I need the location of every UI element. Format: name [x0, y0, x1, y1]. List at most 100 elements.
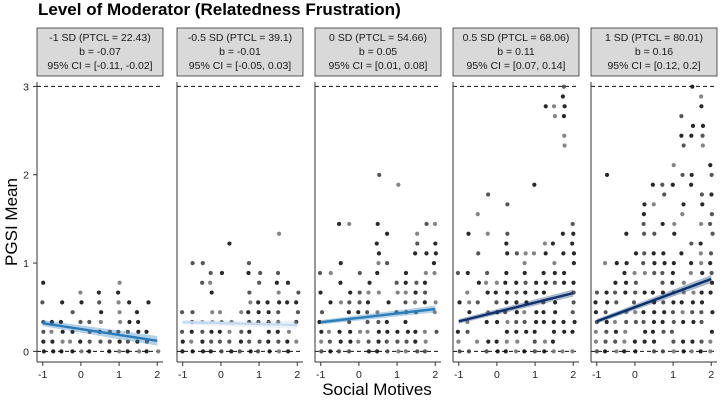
data-point: [493, 290, 498, 295]
strip-header: [314, 27, 442, 77]
y-axis-title: PGSI Mean: [2, 178, 21, 266]
data-point: [570, 349, 575, 354]
data-point: [146, 300, 151, 305]
data-point: [257, 280, 262, 285]
data-point: [505, 231, 510, 236]
x-tick-label: -1: [454, 369, 463, 381]
data-point: [485, 231, 490, 236]
data-point: [680, 172, 685, 178]
data-point: [689, 182, 694, 187]
data-point: [208, 270, 213, 276]
data-point: [709, 172, 714, 178]
data-point: [117, 310, 122, 315]
data-point: [486, 339, 491, 344]
data-point: [513, 349, 519, 354]
data-point: [116, 329, 121, 334]
data-point: [465, 329, 470, 334]
data-point: [276, 231, 282, 236]
data-point: [623, 290, 628, 295]
data-point: [709, 280, 715, 285]
data-point: [60, 300, 65, 305]
data-point: [457, 349, 462, 354]
data-point: [641, 319, 646, 325]
data-point: [277, 300, 282, 305]
data-point: [570, 221, 575, 227]
data-point: [365, 329, 370, 334]
data-point: [125, 329, 130, 334]
data-point: [571, 261, 576, 266]
data-point: [593, 329, 598, 334]
data-point: [633, 290, 638, 295]
data-point: [699, 319, 704, 325]
data-point: [494, 339, 499, 344]
data-point: [476, 251, 481, 256]
strip-label: b = 0.16: [635, 46, 673, 58]
data-point: [107, 349, 112, 354]
data-point: [144, 329, 149, 334]
data-point: [699, 221, 704, 227]
data-point: [708, 261, 713, 266]
strip-label: b = 0.11: [497, 46, 535, 58]
data-point: [662, 192, 667, 197]
data-point: [376, 251, 382, 256]
data-point: [246, 310, 251, 315]
data-point: [285, 300, 290, 305]
data-point: [455, 329, 460, 334]
data-point: [276, 339, 281, 344]
data-point: [70, 329, 75, 334]
data-point: [613, 280, 618, 285]
data-point: [208, 280, 213, 285]
y-tick-label: 2: [23, 170, 29, 182]
data-point: [247, 329, 252, 334]
data-point: [433, 300, 438, 305]
data-point: [87, 349, 92, 354]
data-point: [412, 300, 418, 305]
data-point: [709, 212, 715, 217]
data-point: [552, 270, 557, 276]
data-point: [219, 349, 224, 354]
data-point: [681, 290, 686, 295]
strip-label: 0 SD (PTCL = 54.66): [329, 32, 427, 44]
data-point: [680, 310, 685, 315]
x-tick-label: 1: [532, 369, 538, 381]
strip-label: 95% CI = [0.07, 0.14]: [467, 60, 566, 72]
data-point: [374, 349, 380, 354]
data-point: [386, 300, 391, 305]
data-point: [562, 104, 567, 109]
data-point: [357, 329, 363, 334]
data-point: [633, 280, 638, 285]
data-point: [651, 319, 657, 325]
data-point: [614, 349, 619, 354]
data-point: [514, 290, 519, 295]
data-point: [679, 300, 684, 305]
data-point: [209, 329, 214, 334]
data-point: [671, 339, 676, 344]
data-point: [561, 84, 566, 89]
x-tick-label: -1: [592, 369, 601, 381]
data-point: [514, 310, 519, 315]
data-point: [660, 182, 665, 187]
data-point: [642, 270, 647, 276]
x-tick-label: -1: [178, 369, 187, 381]
data-point: [642, 202, 647, 207]
data-point: [541, 319, 546, 325]
data-point: [670, 270, 675, 276]
data-point: [593, 339, 598, 344]
data-point: [414, 280, 419, 285]
data-point: [571, 251, 577, 256]
data-point: [562, 133, 567, 138]
data-point: [671, 349, 676, 354]
data-point: [505, 319, 510, 325]
data-point: [117, 280, 122, 285]
data-point: [338, 300, 344, 305]
data-point: [504, 300, 509, 305]
data-point: [180, 349, 185, 354]
data-point: [523, 280, 528, 285]
data-point: [294, 339, 299, 344]
data-point: [642, 290, 647, 295]
strip-label: b = -0.07: [79, 46, 121, 58]
data-point: [504, 339, 509, 344]
data-point: [403, 280, 408, 285]
data-point: [623, 329, 628, 334]
data-point: [708, 251, 714, 256]
